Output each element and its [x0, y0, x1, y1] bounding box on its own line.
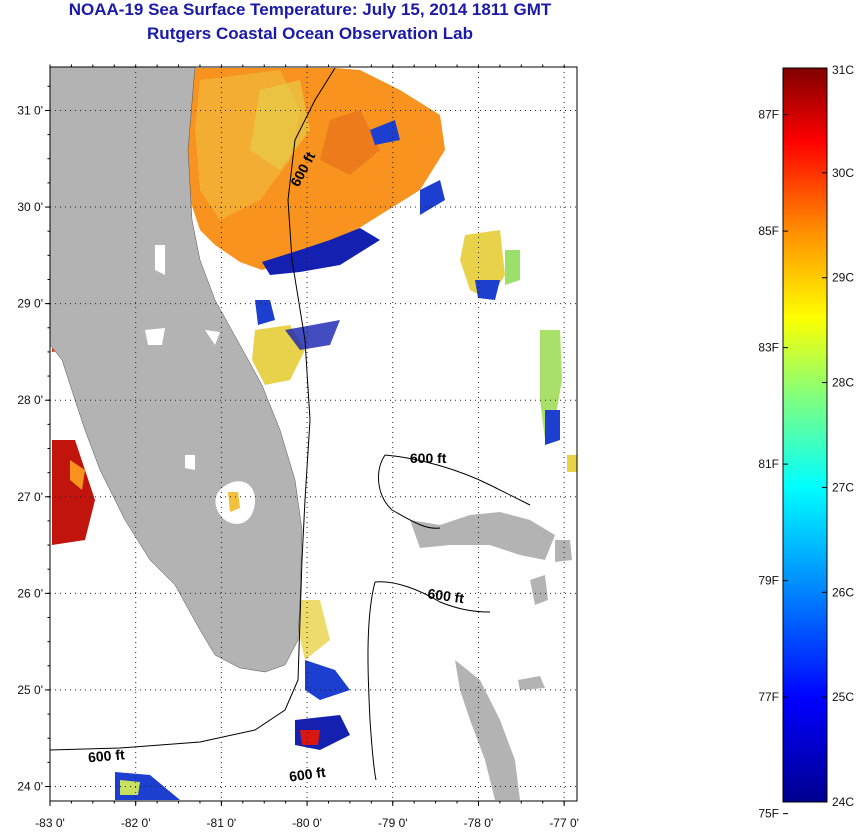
florida-land [50, 67, 303, 673]
bahamas-land [410, 512, 572, 800]
map-subtitle: Rutgers Coastal Ocean Observation Lab [147, 24, 473, 43]
lon-tick-label: -80 0' [292, 816, 322, 830]
lat-tick-label: 26 0' [17, 586, 43, 600]
map-ticks: 31 0' 30 0' 29 0' 28 0' 27 0' 26 0' 25 0' 24 0'… [17, 64, 579, 830]
lon-tick-label: -79 0' [378, 816, 408, 830]
contour-label: 600 ft [288, 764, 327, 785]
lat-tick-label: 30 0' [17, 200, 43, 214]
lat-tick-label: 28 0' [17, 393, 43, 407]
lon-tick-label: -81 0' [207, 816, 237, 830]
lon-tick-label: -77 0' [549, 816, 579, 830]
lat-tick-label: 31 0' [17, 103, 43, 117]
lon-tick-label: -83 0' [35, 816, 65, 830]
map-frame [49, 66, 578, 802]
lon-tick-label: -78 0' [464, 816, 494, 830]
contour-label: 600 ft [87, 746, 125, 765]
lat-tick-label: 29 0' [17, 297, 43, 311]
map-title: NOAA-19 Sea Surface Temperature: July 15… [68, 0, 552, 19]
lon-tick-label: -82 0' [121, 816, 151, 830]
contour-label: 600 ft [427, 585, 466, 606]
contour-label: 600 ft [410, 450, 447, 466]
lat-tick-label: 24 0' [17, 780, 43, 794]
sst-cool-patches [262, 120, 445, 275]
lat-tick-label: 25 0' [17, 683, 43, 697]
lat-tick-label: 27 0' [17, 490, 43, 504]
sst-scattered-patches [52, 230, 577, 800]
